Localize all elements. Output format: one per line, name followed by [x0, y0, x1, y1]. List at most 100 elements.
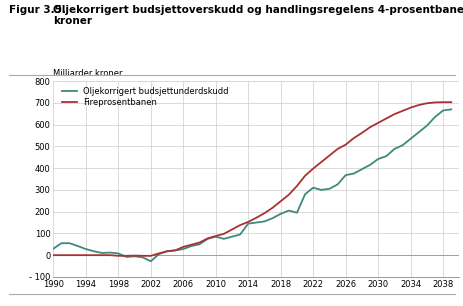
Fireprosentbanen [115, 254, 121, 258]
Fireprosentbanen [350, 136, 356, 140]
Text: Milliarder kroner: Milliarder kroner [53, 69, 122, 78]
Fireprosentbanen [172, 248, 177, 252]
Oljekorrigert budsjettunderdskudd [318, 188, 323, 192]
Oljekorrigert budsjettunderdskudd [99, 251, 105, 255]
Fireprosentbanen [156, 252, 162, 255]
Oljekorrigert budsjettunderdskudd [83, 247, 88, 251]
Oljekorrigert budsjettunderdskudd [334, 183, 340, 186]
Oljekorrigert budsjettunderdskudd [439, 109, 445, 112]
Line: Oljekorrigert budsjettunderdskudd: Oljekorrigert budsjettunderdskudd [53, 109, 450, 261]
Fireprosentbanen [375, 121, 380, 125]
Oljekorrigert budsjettunderdskudd [75, 244, 80, 248]
Oljekorrigert budsjettunderdskudd [124, 255, 129, 259]
Oljekorrigert budsjettunderdskudd [407, 137, 413, 140]
Fireprosentbanen [140, 254, 145, 258]
Fireprosentbanen [253, 216, 259, 220]
Fireprosentbanen [391, 112, 396, 116]
Fireprosentbanen [269, 206, 275, 210]
Oljekorrigert budsjettunderdskudd [172, 248, 177, 252]
Fireprosentbanen [204, 237, 210, 240]
Oljekorrigert budsjettunderdskudd [237, 233, 242, 236]
Fireprosentbanen [107, 253, 113, 257]
Oljekorrigert budsjettunderdskudd [432, 115, 437, 119]
Oljekorrigert budsjettunderdskudd [67, 241, 72, 245]
Oljekorrigert budsjettunderdskudd [350, 172, 356, 175]
Text: Oljekorrigert budsjettoverskudd og handlingsregelens 4-prosentbane. Milliarder
k: Oljekorrigert budsjettoverskudd og handl… [53, 5, 463, 26]
Oljekorrigert budsjettunderdskudd [164, 249, 169, 253]
Fireprosentbanen [432, 101, 437, 104]
Oljekorrigert budsjettunderdskudd [180, 247, 186, 251]
Fireprosentbanen [213, 234, 218, 238]
Fireprosentbanen [367, 125, 372, 129]
Fireprosentbanen [439, 100, 445, 104]
Oljekorrigert budsjettunderdskudd [286, 209, 291, 212]
Oljekorrigert budsjettunderdskudd [58, 241, 64, 245]
Oljekorrigert budsjettunderdskudd [382, 154, 388, 158]
Fireprosentbanen [415, 103, 420, 107]
Fireprosentbanen [188, 243, 194, 247]
Oljekorrigert budsjettunderdskudd [367, 163, 372, 167]
Fireprosentbanen [124, 254, 129, 258]
Oljekorrigert budsjettunderdskudd [156, 252, 162, 256]
Oljekorrigert budsjettunderdskudd [310, 186, 315, 189]
Oljekorrigert budsjettunderdskudd [277, 212, 283, 216]
Oljekorrigert budsjettunderdskudd [188, 244, 194, 248]
Fireprosentbanen [407, 106, 413, 110]
Oljekorrigert budsjettunderdskudd [269, 216, 275, 220]
Fireprosentbanen [399, 109, 405, 113]
Oljekorrigert budsjettunderdskudd [391, 147, 396, 151]
Fireprosentbanen [58, 253, 64, 257]
Text: Figur 3.5.: Figur 3.5. [9, 5, 66, 15]
Oljekorrigert budsjettunderdskudd [196, 242, 202, 246]
Fireprosentbanen [75, 253, 80, 257]
Fireprosentbanen [229, 228, 234, 231]
Oljekorrigert budsjettunderdskudd [220, 237, 226, 241]
Fireprosentbanen [334, 147, 340, 151]
Oljekorrigert budsjettunderdskudd [245, 222, 250, 226]
Oljekorrigert budsjettunderdskudd [131, 254, 137, 258]
Fireprosentbanen [237, 223, 242, 227]
Fireprosentbanen [91, 253, 96, 257]
Legend: Oljekorrigert budsjettunderdskudd, Fireprosentbanen: Oljekorrigert budsjettunderdskudd, Firep… [62, 87, 228, 107]
Fireprosentbanen [286, 193, 291, 196]
Oljekorrigert budsjettunderdskudd [91, 249, 96, 253]
Oljekorrigert budsjettunderdskudd [261, 220, 267, 223]
Fireprosentbanen [382, 117, 388, 120]
Oljekorrigert budsjettunderdskudd [115, 252, 121, 255]
Fireprosentbanen [180, 245, 186, 249]
Fireprosentbanen [164, 249, 169, 253]
Fireprosentbanen [318, 160, 323, 164]
Fireprosentbanen [294, 184, 299, 188]
Oljekorrigert budsjettunderdskudd [399, 144, 405, 147]
Oljekorrigert budsjettunderdskudd [253, 221, 259, 224]
Fireprosentbanen [131, 254, 137, 257]
Fireprosentbanen [447, 100, 453, 104]
Fireprosentbanen [99, 253, 105, 257]
Oljekorrigert budsjettunderdskudd [423, 124, 429, 128]
Fireprosentbanen [245, 220, 250, 224]
Oljekorrigert budsjettunderdskudd [342, 173, 348, 177]
Fireprosentbanen [67, 253, 72, 257]
Line: Fireprosentbanen: Fireprosentbanen [53, 102, 450, 256]
Oljekorrigert budsjettunderdskudd [294, 211, 299, 215]
Oljekorrigert budsjettunderdskudd [326, 187, 332, 191]
Fireprosentbanen [358, 131, 364, 135]
Fireprosentbanen [50, 253, 56, 257]
Oljekorrigert budsjettunderdskudd [229, 235, 234, 238]
Oljekorrigert budsjettunderdskudd [148, 259, 153, 263]
Oljekorrigert budsjettunderdskudd [107, 251, 113, 254]
Oljekorrigert budsjettunderdskudd [301, 192, 307, 196]
Fireprosentbanen [83, 253, 88, 257]
Fireprosentbanen [277, 200, 283, 203]
Fireprosentbanen [196, 241, 202, 244]
Oljekorrigert budsjettunderdskudd [375, 157, 380, 161]
Oljekorrigert budsjettunderdskudd [50, 247, 56, 251]
Oljekorrigert budsjettunderdskudd [415, 130, 420, 134]
Fireprosentbanen [423, 102, 429, 105]
Fireprosentbanen [326, 154, 332, 157]
Oljekorrigert budsjettunderdskudd [358, 167, 364, 171]
Fireprosentbanen [310, 167, 315, 170]
Fireprosentbanen [148, 254, 153, 258]
Oljekorrigert budsjettunderdskudd [204, 237, 210, 241]
Fireprosentbanen [301, 174, 307, 177]
